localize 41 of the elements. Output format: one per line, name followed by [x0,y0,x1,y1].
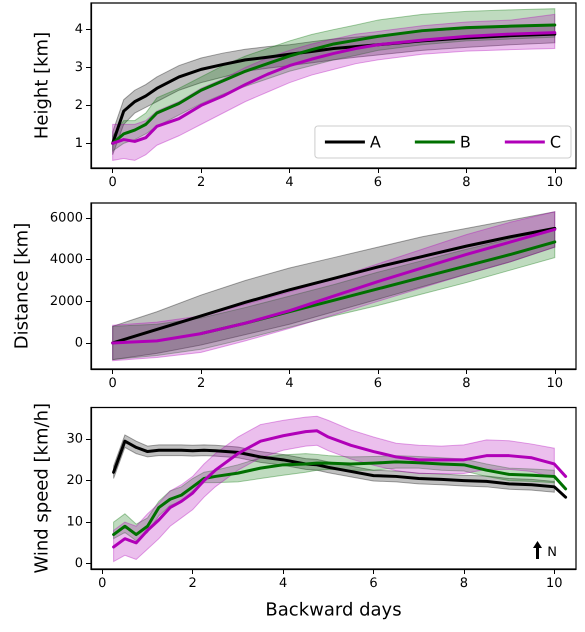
x-tick-label: 8 [462,376,470,391]
legend-label: A [370,132,381,152]
x-tick-label: 2 [196,175,206,190]
legend-label: C [550,132,561,152]
y-axis-title: Height [km] [32,32,52,140]
y-tick-label: 1 [74,136,83,151]
x-tick-label: 6 [374,175,382,190]
legend-label: B [460,132,471,152]
line-series [112,429,568,548]
x-tick-label: 4 [278,576,288,591]
y-tick-label: 10 [66,514,83,530]
y-tick-label: 0 [74,335,83,350]
y-tick-label: 2000 [50,294,83,309]
x-tick-label: 6 [374,376,382,391]
x-tick-label: 0 [108,175,117,190]
line-series [112,440,568,499]
x-tick-label: 2 [188,576,197,591]
y-axis-title: Wind speed [km/h] [32,402,52,574]
line-series [112,460,568,536]
y-tick-label: 20 [66,473,83,488]
x-tick-label: 10 [546,576,563,591]
y-tick-label: 2 [74,98,83,113]
x-tick-label: 0 [108,376,117,391]
annotation: N [547,545,558,560]
x-tick-label: 4 [285,376,294,391]
y-tick-label: 0 [74,556,83,572]
x-tick-label: 8 [460,576,468,591]
y-tick-label: 4 [74,22,83,38]
y-axis-title: Distance [km] [12,222,32,350]
y-tick-label: 4000 [50,252,83,268]
x-tick-label: 8 [462,175,470,190]
y-tick-label: 30 [66,432,83,447]
x-tick-label: 2 [196,376,206,391]
y-tick-label: 3 [74,60,83,75]
x-tick-label: 4 [285,175,294,190]
x-tick-label: 10 [546,376,564,391]
x-tick-label: 6 [369,576,378,591]
x-tick-label: 0 [98,576,106,591]
x-tick-label: 10 [546,175,564,190]
y-tick-label: 6000 [50,210,83,226]
x-axis-title: Backward days [265,600,402,620]
